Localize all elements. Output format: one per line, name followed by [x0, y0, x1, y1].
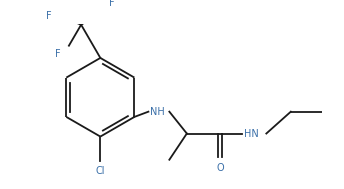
Text: F: F	[109, 0, 115, 8]
Text: Cl: Cl	[96, 166, 105, 176]
Text: F: F	[46, 11, 51, 21]
Text: HN: HN	[244, 129, 258, 139]
Text: F: F	[55, 49, 60, 59]
Text: O: O	[216, 163, 224, 173]
Text: NH: NH	[150, 107, 165, 117]
